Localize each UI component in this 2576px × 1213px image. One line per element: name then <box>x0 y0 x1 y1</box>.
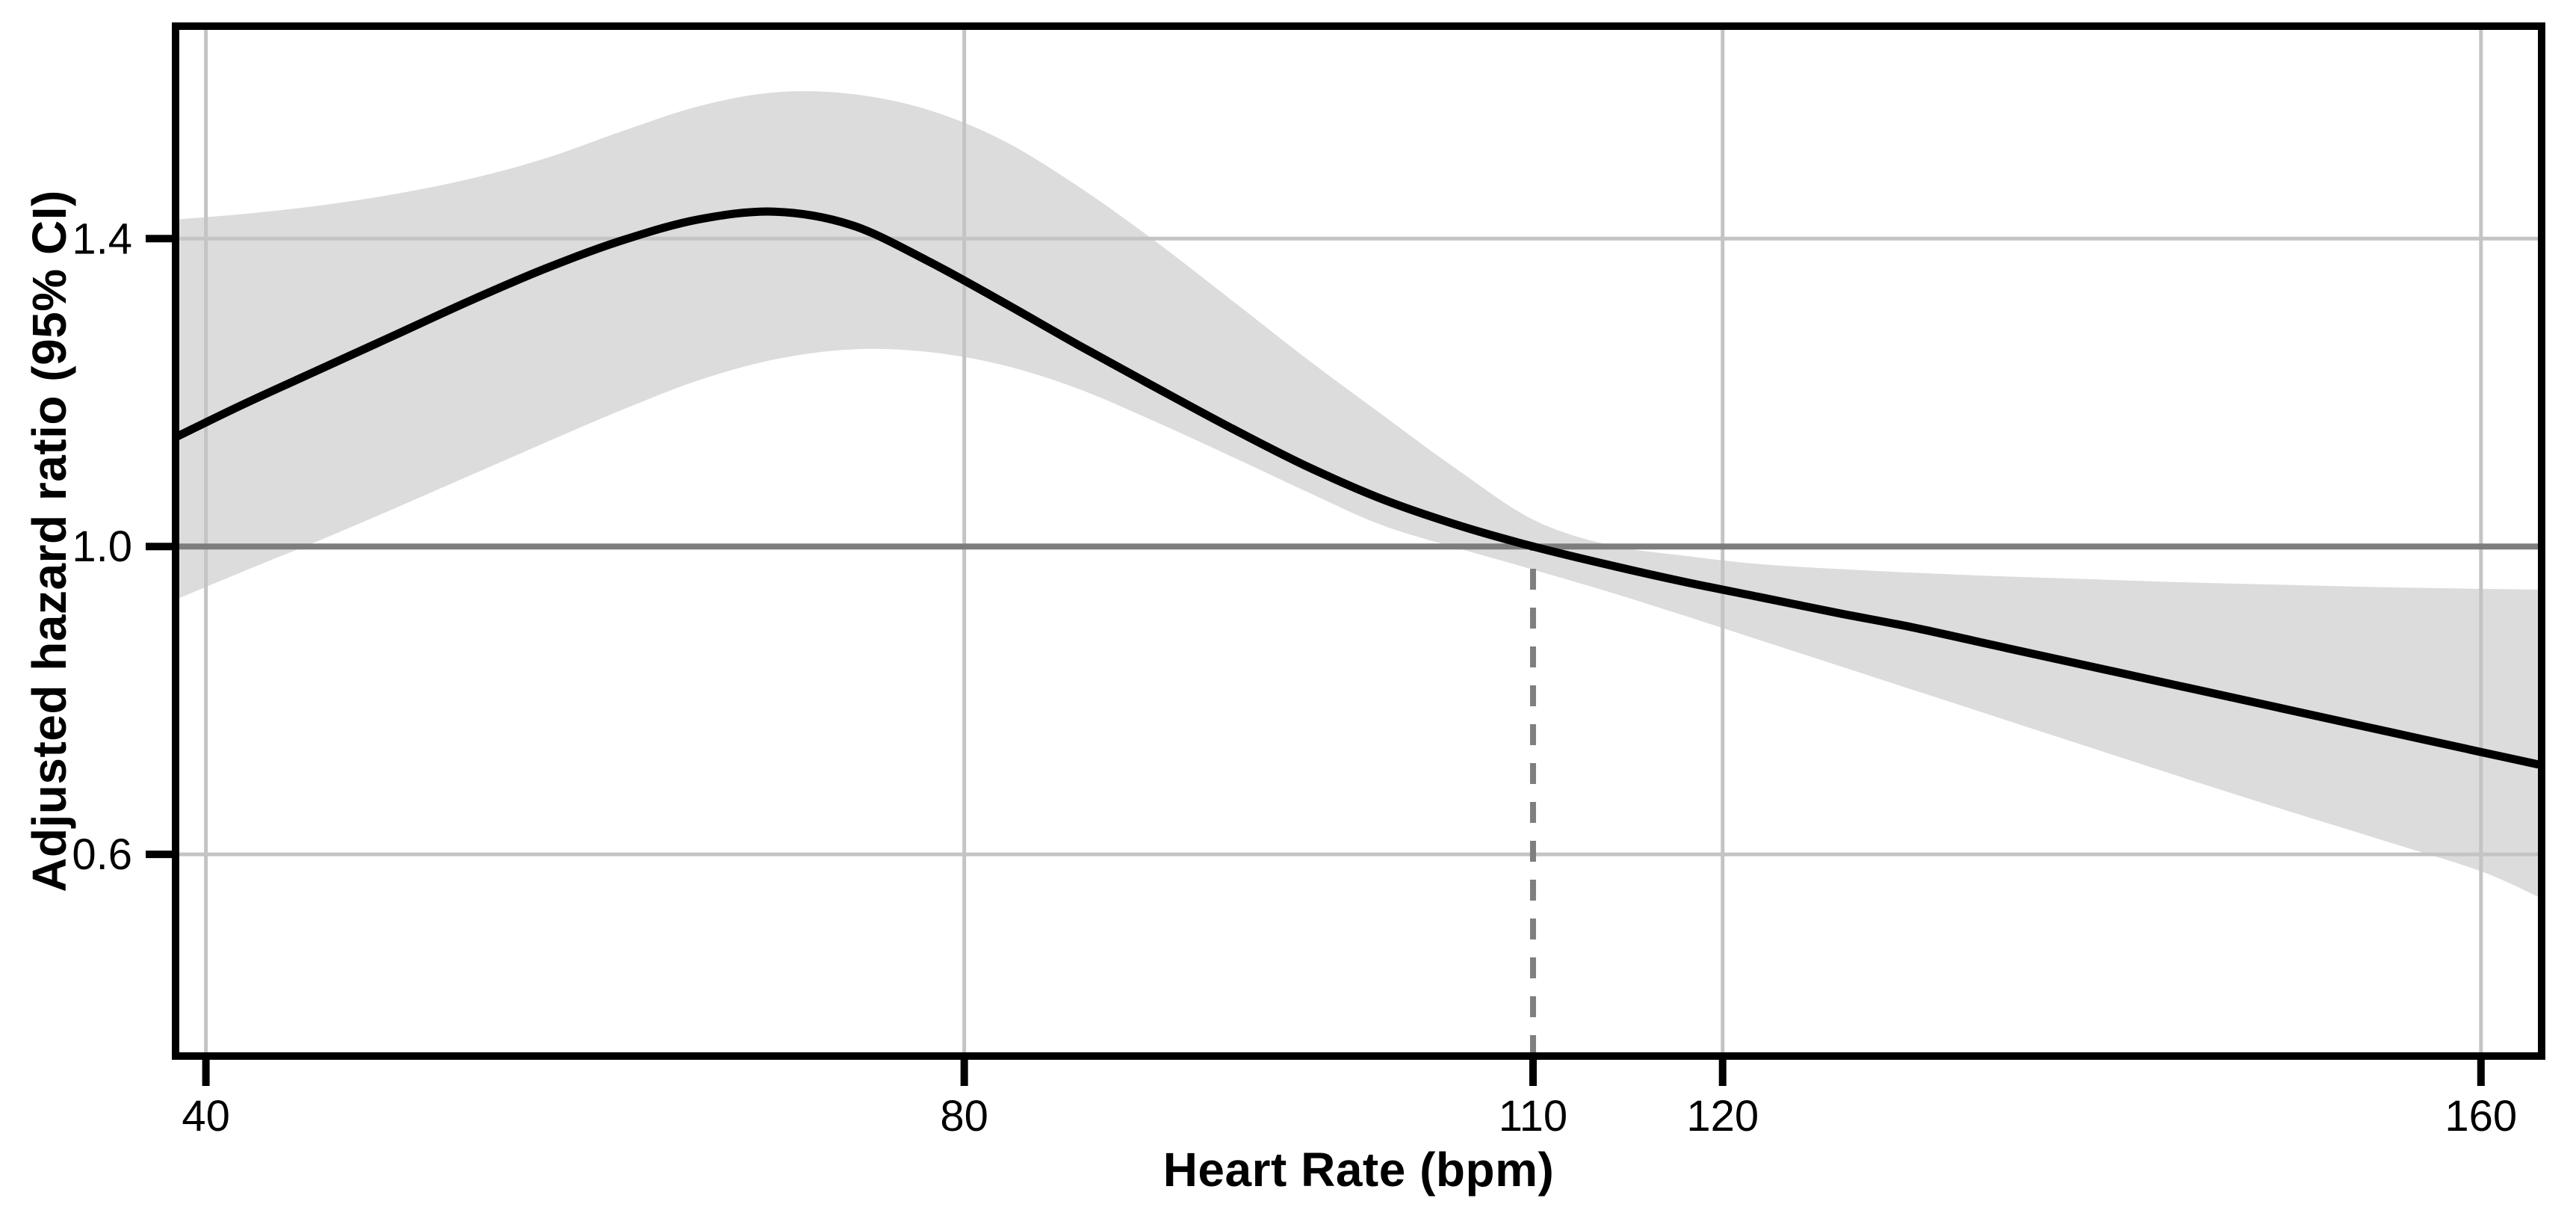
y-axis-title: Adjusted hazard ratio (95% CI) <box>22 190 76 892</box>
x-tick-label-120: 120 <box>1686 1092 1759 1141</box>
y-tick-label-1.4: 1.4 <box>72 214 132 263</box>
y-tick-label-0.6: 0.6 <box>72 830 132 879</box>
x-tick-label-160: 160 <box>2445 1092 2517 1141</box>
x-tick-label-40: 40 <box>182 1092 230 1141</box>
x-tick-label-80: 80 <box>940 1092 988 1141</box>
x-tick-label-110: 110 <box>1499 1092 1567 1141</box>
y-tick-label-1: 1.0 <box>72 522 132 571</box>
x-axis-title: Heart Rate (bpm) <box>1162 1143 1555 1197</box>
hazard-ratio-curve <box>176 207 2542 769</box>
plot-frame <box>172 22 2545 1060</box>
ci-band <box>177 91 2538 897</box>
